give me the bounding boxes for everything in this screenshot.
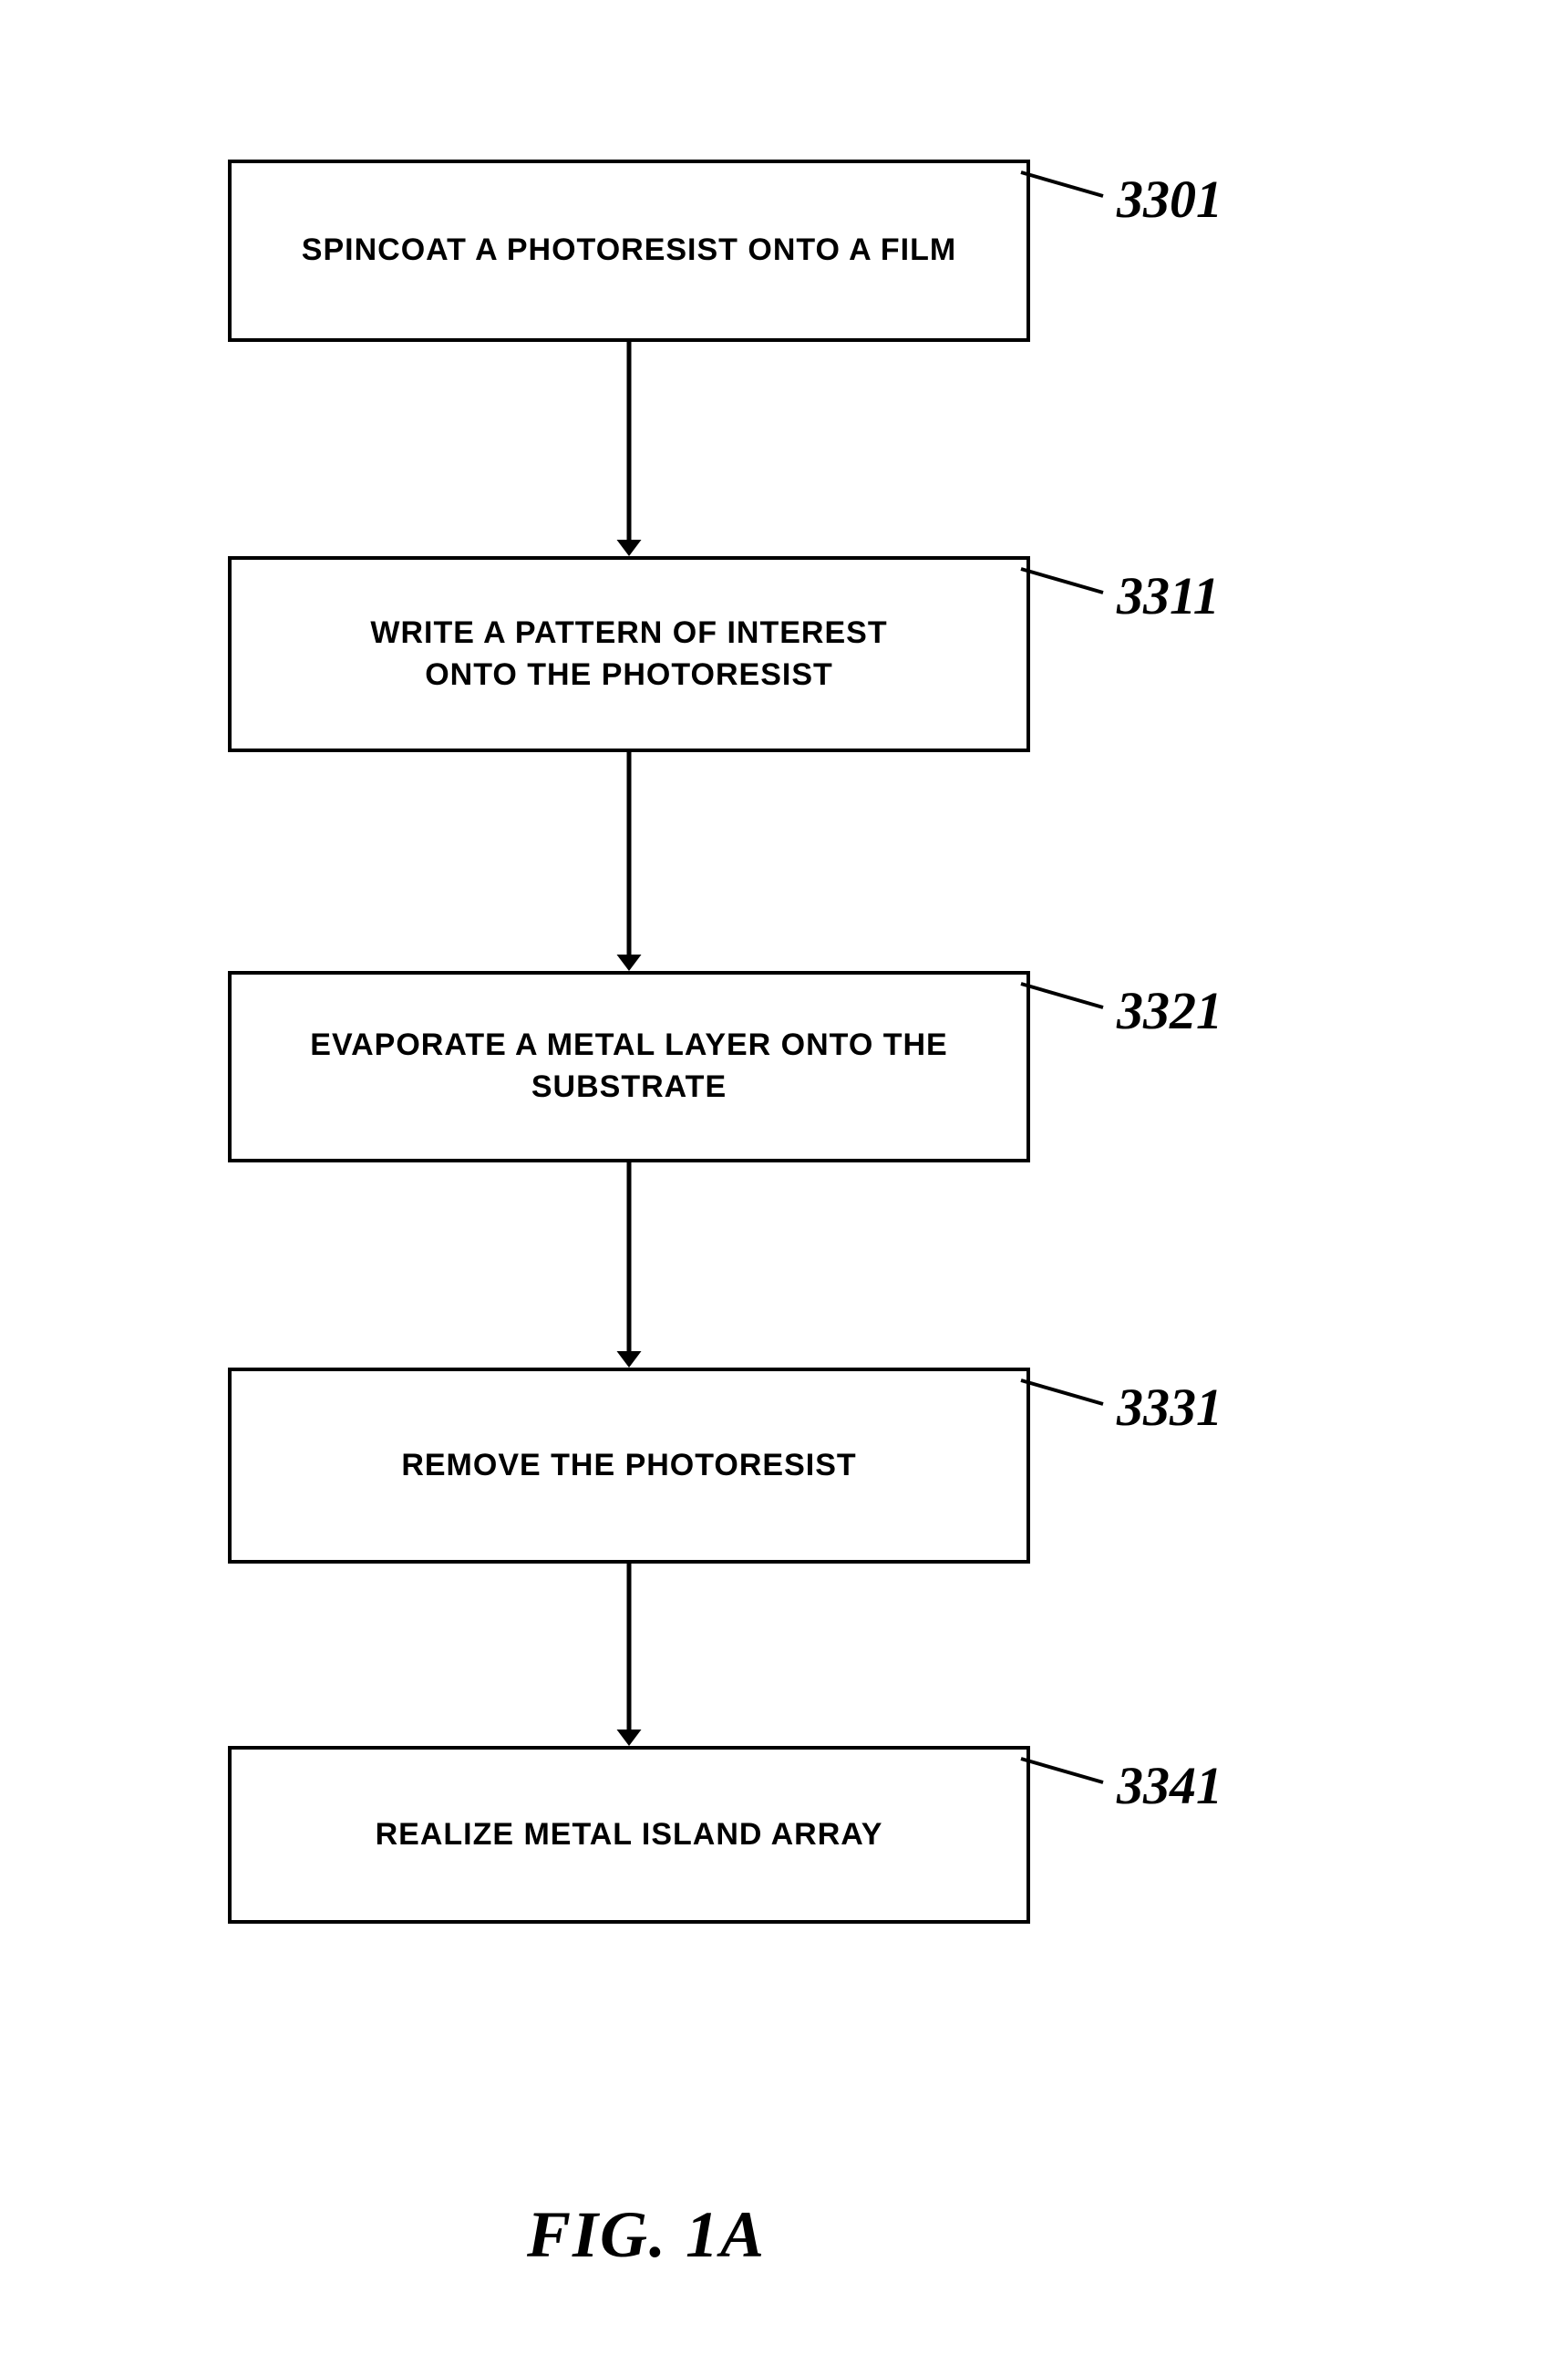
reference-number: 3331: [1117, 1377, 1222, 1438]
arrow-connector: [228, 342, 1030, 556]
flowchart-step: WRITE A PATTERN OF INTERESTONTO THE PHOT…: [228, 556, 1340, 752]
flowchart-box-text: WRITE A PATTERN OF INTERESTONTO THE PHOT…: [370, 613, 887, 697]
arrow-connector: [228, 1162, 1030, 1368]
flowchart-box-text: SPINCOAT A PHOTORESIST ONTO A FILM: [302, 230, 956, 272]
arrow-connector: [228, 1564, 1030, 1746]
flowchart-container: SPINCOAT A PHOTORESIST ONTO A FILM 3301 WR…: [228, 160, 1340, 1924]
reference-number: 3341: [1117, 1755, 1222, 1816]
flowchart-box-text: REMOVE THE PHOTORESIST: [401, 1445, 856, 1487]
flowchart-step: SPINCOAT A PHOTORESIST ONTO A FILM 3301: [228, 160, 1340, 342]
arrow-down-icon: [602, 1162, 656, 1368]
flowchart-step: REMOVE THE PHOTORESIST 3331: [228, 1368, 1340, 1564]
arrow-connector: [228, 752, 1030, 971]
leader-line-icon: [228, 556, 1112, 602]
leader-line-icon: [228, 1746, 1112, 1792]
flowchart-box-text: REALIZE METAL ISLAND ARRAY: [376, 1814, 883, 1856]
leader-line-icon: [228, 971, 1112, 1017]
flowchart-step: REALIZE METAL ISLAND ARRAY 3341: [228, 1746, 1340, 1924]
arrow-down-icon: [602, 1564, 656, 1746]
figure-caption: FIG. 1A: [527, 2197, 766, 2273]
leader-line-icon: [228, 160, 1112, 205]
reference-number: 3321: [1117, 980, 1222, 1041]
leader-line-icon: [228, 1368, 1112, 1413]
arrow-down-icon: [602, 752, 656, 971]
arrow-down-icon: [602, 342, 656, 556]
flowchart-step: EVAPORATE A METAL LAYER ONTO THE SUBSTRA…: [228, 971, 1340, 1162]
flowchart-box-text: EVAPORATE A METAL LAYER ONTO THE SUBSTRA…: [232, 1025, 1026, 1109]
reference-number: 3301: [1117, 169, 1222, 230]
reference-number: 3311: [1117, 565, 1220, 626]
